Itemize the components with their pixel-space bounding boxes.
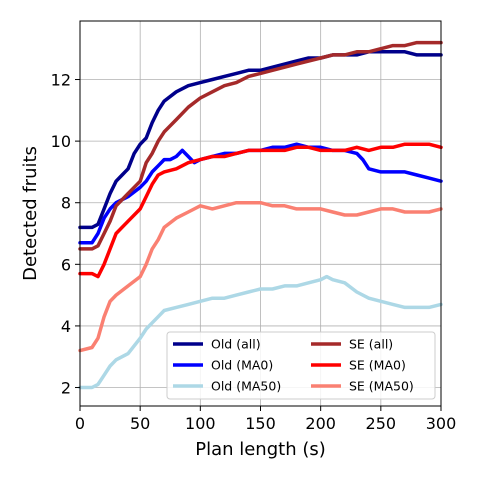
y-tick-label: 8 [61, 194, 71, 213]
y-tick-label: 10 [51, 132, 71, 151]
legend: Old (all) Old (MA0) Old (MA50) SE (all) SE (… [166, 331, 436, 400]
series-line-2 [78, 142, 443, 245]
x-tick-label: 50 [130, 414, 150, 433]
legend-label: SE (all) [349, 337, 393, 352]
legend-label: SE (MA50) [349, 379, 414, 394]
series-line-5 [78, 142, 443, 279]
x-tick-label: 0 [75, 414, 85, 433]
x-tick-label: 100 [185, 414, 216, 433]
x-axis-label: Plan length (s) [195, 439, 326, 460]
legend-box [166, 331, 436, 400]
series-lines [78, 40, 443, 390]
legend-label: Old (all) [211, 337, 261, 352]
y-tick-label: 6 [61, 255, 71, 274]
x-axis-ticks: 0 50 100 150 200 250 300 [75, 406, 456, 433]
x-tick-label: 300 [426, 414, 457, 433]
x-tick-label: 150 [245, 414, 276, 433]
y-tick-label: 4 [61, 317, 71, 336]
legend-label: Old (MA0) [211, 358, 273, 373]
x-tick-label: 200 [305, 414, 336, 433]
y-axis-ticks: 2 4 6 8 10 12 [51, 71, 80, 398]
legend-label: Old (MA50) [211, 379, 281, 394]
y-axis-label: Detected fruits [20, 146, 41, 281]
legend-label: SE (MA0) [349, 358, 406, 373]
series-line-4 [78, 40, 443, 251]
series-line-3 [78, 274, 443, 390]
x-tick-label: 250 [366, 414, 397, 433]
series-line-6 [78, 200, 443, 353]
y-tick-label: 2 [61, 379, 71, 398]
y-tick-label: 12 [51, 71, 71, 90]
